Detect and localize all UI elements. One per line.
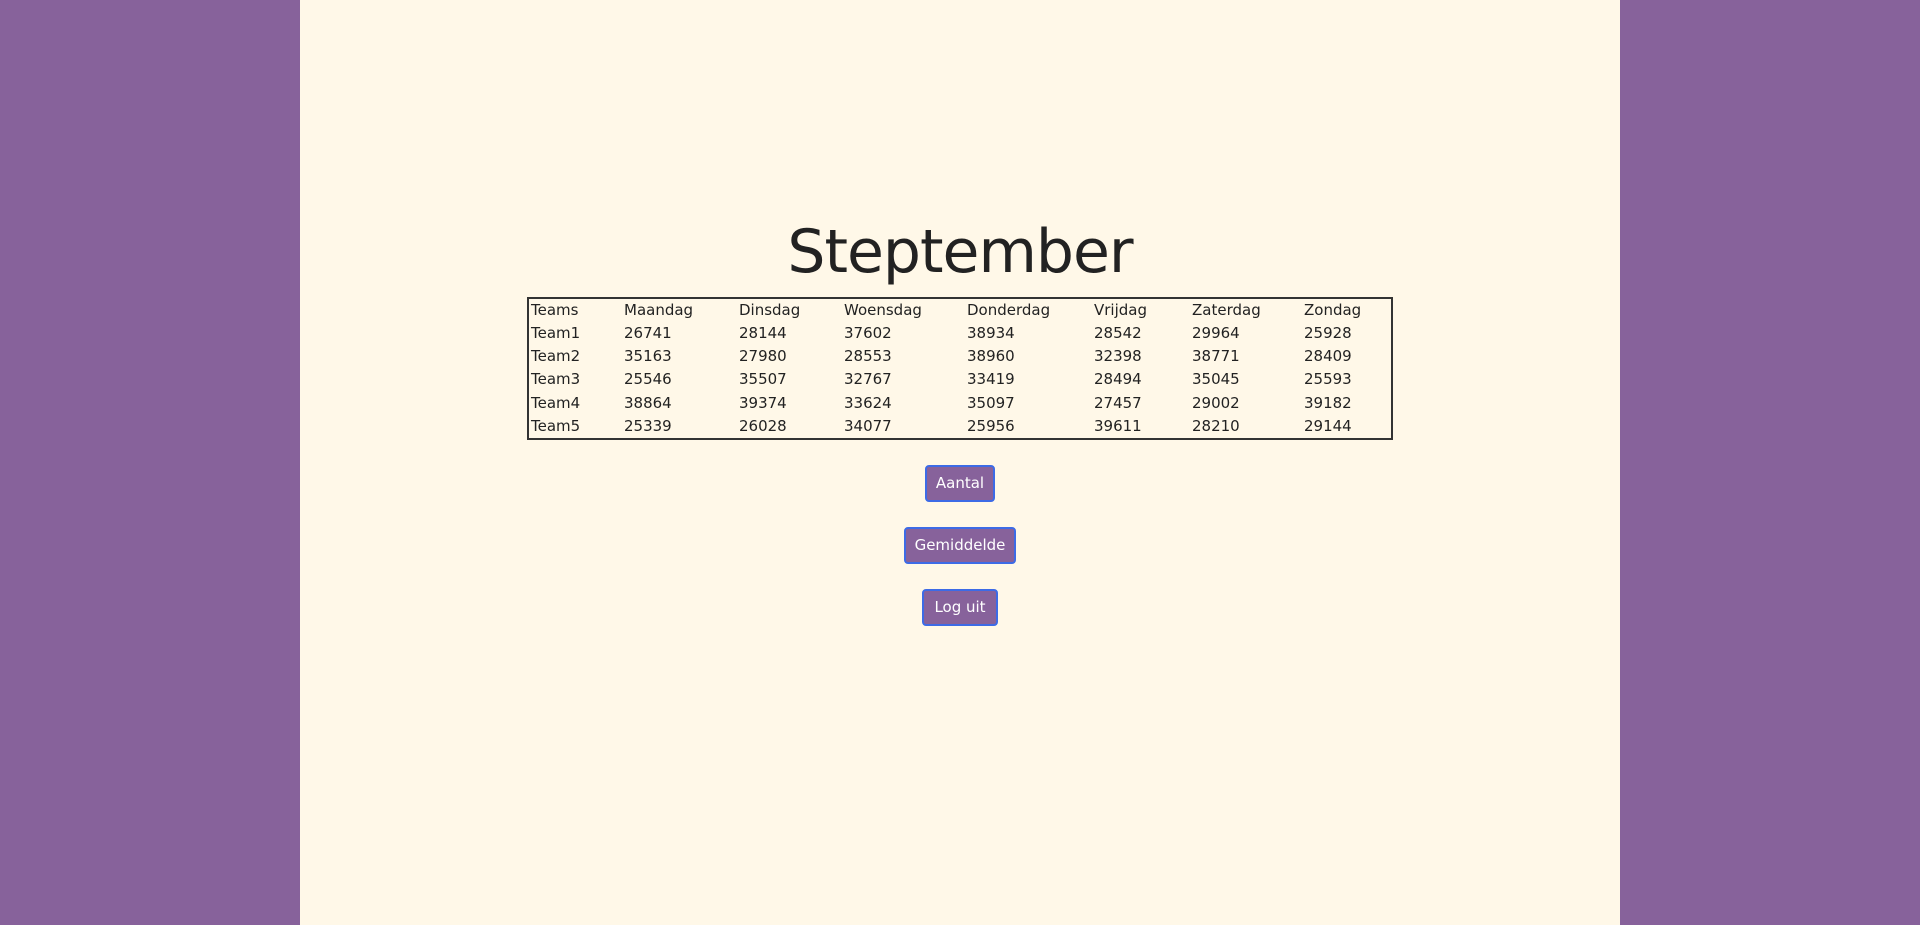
steps-table: Teams Maandag Dinsdag Woensdag Donderdag… [527, 297, 1393, 440]
table-cell: 39182 [1304, 393, 1352, 412]
table-header-row: Teams Maandag Dinsdag Woensdag Donderdag… [528, 298, 1392, 322]
table-cell: Team4 [531, 393, 581, 412]
table-cell: 33624 [844, 393, 892, 412]
table-cell: 25339 [624, 416, 672, 435]
table-cell: Team3 [531, 370, 581, 389]
table-cell: 25928 [1304, 324, 1352, 343]
table-cell: 29964 [1192, 324, 1240, 343]
table-row: Team4 38864 39374 33624 35097 27457 2900… [528, 392, 1392, 415]
table-cell: 27457 [1094, 393, 1142, 412]
table-cell: 34077 [844, 416, 892, 435]
table-cell: 32398 [1094, 347, 1142, 366]
table-cell: 38771 [1192, 347, 1240, 366]
table-cell: 26028 [739, 416, 787, 435]
table-cell: 39374 [739, 393, 787, 412]
table-row: Team1 26741 28144 37602 38934 28542 2996… [528, 322, 1392, 345]
table-cell: 35045 [1192, 370, 1240, 389]
table-cell: 35097 [967, 393, 1015, 412]
table-cell: 28210 [1192, 416, 1240, 435]
column-header: Teams [531, 301, 579, 319]
table-cell: Team2 [531, 347, 581, 366]
log-out-button[interactable]: Log uit [922, 589, 998, 626]
table-cell: 38934 [967, 324, 1015, 343]
table-cell: 32767 [844, 370, 892, 389]
table-cell: 27980 [739, 347, 787, 366]
column-header: Zondag [1304, 301, 1362, 319]
table-row: Team5 25339 26028 34077 25956 39611 2821… [528, 415, 1392, 439]
table-cell: 35163 [624, 347, 672, 366]
table-cell: 28409 [1304, 347, 1352, 366]
table-cell: Team1 [531, 324, 581, 343]
aantal-button[interactable]: Aantal [925, 465, 995, 502]
table-cell: 38864 [624, 393, 672, 412]
table-cell: 35507 [739, 370, 787, 389]
page-title: Steptember [787, 217, 1133, 287]
content-panel: Steptember Teams Maandag Dinsdag Woensda… [300, 0, 1620, 925]
table-cell: 28542 [1094, 324, 1142, 343]
table-cell: 25546 [624, 370, 672, 389]
table-cell: 38960 [967, 347, 1015, 366]
table-cell: 28494 [1094, 370, 1142, 389]
table-cell: 37602 [844, 324, 892, 343]
column-header: Donderdag [967, 301, 1051, 319]
column-header: Maandag [624, 301, 694, 319]
column-header: Vrijdag [1094, 301, 1147, 319]
table-cell: 25593 [1304, 370, 1352, 389]
table-cell: 28144 [739, 324, 787, 343]
column-header: Zaterdag [1192, 301, 1261, 319]
table-row: Team3 25546 35507 32767 33419 28494 3504… [528, 368, 1392, 391]
table-cell: 29002 [1192, 393, 1240, 412]
table-row: Team2 35163 27980 28553 38960 32398 3877… [528, 345, 1392, 368]
table-cell: 29144 [1304, 416, 1352, 435]
table-cell: 25956 [967, 416, 1015, 435]
table-cell: 39611 [1094, 416, 1142, 435]
table-cell: 26741 [624, 324, 672, 343]
table-cell: Team5 [531, 416, 581, 435]
table-cell: 33419 [967, 370, 1015, 389]
gemiddelde-button[interactable]: Gemiddelde [904, 527, 1016, 564]
column-header: Dinsdag [739, 301, 801, 319]
table-cell: 28553 [844, 347, 892, 366]
column-header: Woensdag [844, 301, 922, 319]
